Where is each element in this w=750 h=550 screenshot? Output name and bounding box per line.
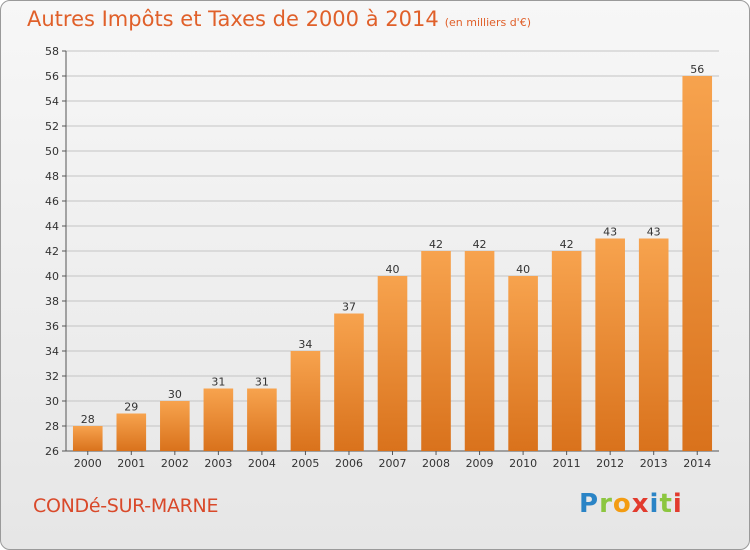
x-tick-label: 2000 <box>74 457 102 470</box>
proxiti-logo: Proxiti <box>579 489 683 519</box>
y-tick-label: 36 <box>45 320 59 333</box>
logo-letter: x <box>631 489 650 519</box>
chart-title-block: Autres Impôts et Taxes de 2000 à 2014 (en… <box>27 7 531 31</box>
data-label: 31 <box>255 376 269 389</box>
bar-2010 <box>508 276 538 451</box>
data-label: 31 <box>211 376 225 389</box>
chart-title: Autres Impôts et Taxes de 2000 à 2014 <box>27 7 439 31</box>
data-label: 43 <box>603 226 617 239</box>
y-tick-label: 38 <box>45 295 59 308</box>
data-label: 42 <box>473 238 487 251</box>
x-tick-label: 2001 <box>117 457 145 470</box>
logo-letter: i <box>649 489 660 519</box>
data-label: 40 <box>516 263 530 276</box>
data-label: 56 <box>690 63 704 76</box>
logo-letter: t <box>659 489 673 519</box>
y-tick-label: 42 <box>45 245 59 258</box>
data-label: 43 <box>647 226 661 239</box>
bar-2011 <box>551 251 582 451</box>
x-tick-label: 2003 <box>204 457 232 470</box>
bar-2012 <box>595 238 625 451</box>
bar-2001 <box>116 413 147 451</box>
bar-2002 <box>160 401 190 451</box>
bar-2000 <box>72 426 103 451</box>
data-label: 28 <box>81 413 95 426</box>
bar-2003 <box>203 388 234 451</box>
y-tick-label: 30 <box>45 395 59 408</box>
x-tick-label: 2011 <box>553 457 581 470</box>
x-tick-label: 2012 <box>596 457 624 470</box>
data-label: 42 <box>429 238 443 251</box>
bar-2009 <box>464 251 495 451</box>
logo-letter: r <box>599 489 613 519</box>
logo-letter: o <box>612 489 632 519</box>
y-tick-label: 40 <box>45 270 59 283</box>
bar-2008 <box>421 251 451 451</box>
x-tick-label: 2002 <box>161 457 189 470</box>
bar-2004 <box>247 388 277 451</box>
logo-letter: P <box>579 489 600 519</box>
y-tick-label: 28 <box>45 420 59 433</box>
commune-name: CONDé-SUR-MARNE <box>33 495 219 517</box>
x-tick-label: 2010 <box>509 457 537 470</box>
x-tick-label: 2013 <box>640 457 668 470</box>
x-tick-label: 2014 <box>683 457 711 470</box>
logo-letter: i <box>672 489 683 519</box>
x-tick-label: 2008 <box>422 457 450 470</box>
data-label: 42 <box>560 238 574 251</box>
bar-2014 <box>682 76 713 451</box>
y-tick-label: 50 <box>45 145 59 158</box>
data-labels: 28 29 30 31 31 34 37 40 42 42 40 42 43 43 56 <box>81 63 704 426</box>
x-tick-label: 2005 <box>291 457 319 470</box>
data-label: 29 <box>124 401 138 414</box>
y-tick-label: 26 <box>45 445 59 458</box>
bar-2006 <box>334 313 364 451</box>
x-tick-label: 2009 <box>466 457 494 470</box>
y-tick-label: 46 <box>45 195 59 208</box>
y-tick-label: 44 <box>45 220 59 233</box>
x-tick-label: 2007 <box>379 457 407 470</box>
y-tick-label: 48 <box>45 170 59 183</box>
y-tick-label: 34 <box>45 345 59 358</box>
y-tick-label: 52 <box>45 120 59 133</box>
bar-2013 <box>638 238 669 451</box>
chart-unit: (en milliers d'€) <box>444 16 531 29</box>
data-label: 37 <box>342 301 356 314</box>
x-tick-label: 2004 <box>248 457 276 470</box>
data-label: 34 <box>298 338 312 351</box>
y-tick-label: 58 <box>45 45 59 58</box>
y-tick-label: 56 <box>45 70 59 83</box>
bar-2005 <box>290 351 321 451</box>
bars <box>72 76 713 451</box>
data-label: 30 <box>168 388 182 401</box>
data-label: 40 <box>386 263 400 276</box>
bar-2007 <box>377 276 408 451</box>
y-tick-label: 54 <box>45 95 59 108</box>
x-tick-label: 2006 <box>335 457 363 470</box>
y-tick-label: 32 <box>45 370 59 383</box>
